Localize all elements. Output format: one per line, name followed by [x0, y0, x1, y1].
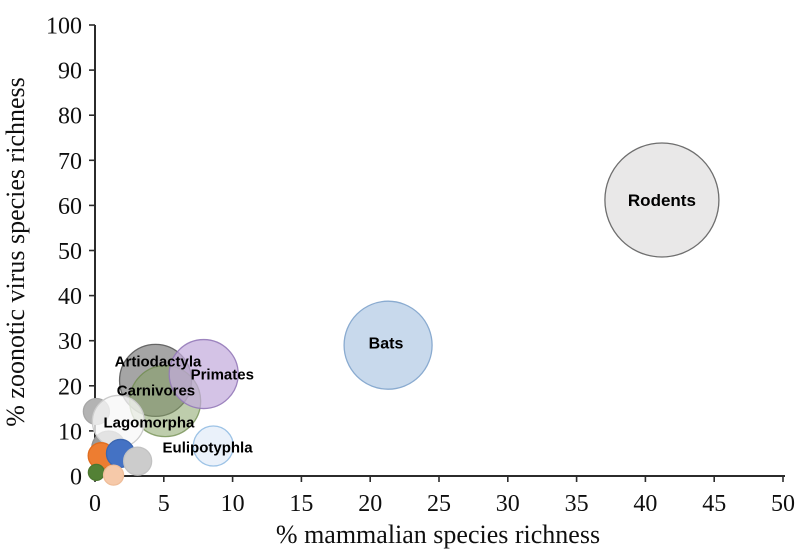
- y-tick-label: 10: [58, 419, 82, 445]
- bubble-eulipotyphla: [192, 425, 234, 467]
- bubble-label-lagomorpha: Lagomorpha: [104, 414, 195, 431]
- x-tick-label: 50: [771, 491, 795, 517]
- x-axis-title: % mammalian species richness: [276, 520, 600, 549]
- bubble-primates: [168, 338, 239, 410]
- x-tick-label: 40: [633, 491, 657, 517]
- x-tick-label: 5: [158, 491, 170, 517]
- x-tick-label: 15: [289, 491, 313, 517]
- x-tick-label: 0: [89, 491, 101, 517]
- tick-labels: 0 5 10 15 20 25 30 35 40 45 50 0 10 20 30 40 50 60 70 80 90 1…: [46, 14, 795, 518]
- bubble-rodents: [604, 142, 720, 258]
- bubble-label-artiodactyla: Artiodactyla: [115, 353, 202, 370]
- y-tick-label: 50: [58, 239, 82, 265]
- y-tick-label: 20: [58, 374, 82, 400]
- x-tick-label: 45: [702, 491, 726, 517]
- bubble-label-rodents: Rodents: [628, 191, 696, 210]
- y-axis-title: % zoonotic virus species richness: [1, 77, 30, 426]
- x-tick-label: 25: [427, 491, 451, 517]
- x-tick-label: 35: [565, 491, 589, 517]
- bubble-unlabeled-green: [87, 463, 106, 482]
- bubble-label-eulipotyphla: Eulipotyphla: [163, 440, 254, 457]
- x-tick-label: 30: [496, 491, 520, 517]
- y-tick-label: 40: [58, 284, 82, 310]
- bubble-label-bats: Bats: [369, 335, 404, 352]
- y-tick-label: 80: [58, 104, 82, 130]
- x-tick-label: 20: [358, 491, 382, 517]
- x-tick-label: 10: [221, 491, 245, 517]
- bubble-bats: [343, 300, 433, 390]
- bubble-unlabeled-peach: [102, 464, 125, 486]
- y-tick-label: 70: [58, 149, 82, 175]
- y-tick-label: 60: [58, 194, 82, 220]
- y-tick-label: 0: [70, 465, 82, 491]
- bubbles: [82, 142, 720, 486]
- bubble-unlabeled-light-gray: [123, 446, 153, 476]
- bubble-label-carnivores: Carnivores: [117, 382, 195, 399]
- y-tick-label: 30: [58, 329, 82, 355]
- y-tick-label: 90: [58, 59, 82, 85]
- y-tick-label: 100: [46, 14, 82, 40]
- bubble-label-primates: Primates: [191, 367, 254, 384]
